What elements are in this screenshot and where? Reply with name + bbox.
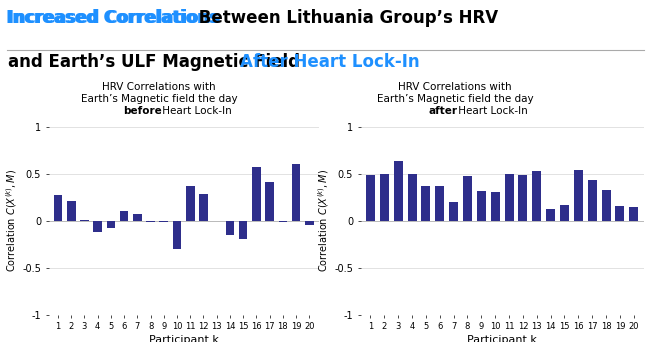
Bar	[80, 220, 89, 221]
Bar	[601, 189, 610, 221]
Y-axis label: Correlation $C(X^{(k)},M)$: Correlation $C(X^{(k)},M)$	[5, 169, 20, 272]
Bar	[491, 192, 500, 221]
Bar	[421, 186, 430, 221]
Text: After Heart Lock-In: After Heart Lock-In	[240, 53, 420, 71]
Bar	[239, 221, 248, 239]
Bar	[159, 221, 168, 222]
Bar	[265, 182, 274, 221]
Text: Heart Lock-In: Heart Lock-In	[455, 106, 528, 116]
Bar	[449, 202, 458, 221]
Bar	[94, 221, 102, 232]
X-axis label: Participant k: Participant k	[467, 336, 537, 342]
Text: and Earth’s ULF Magnetic Field: and Earth’s ULF Magnetic Field	[8, 53, 306, 71]
Text: before: before	[124, 106, 162, 116]
Bar	[120, 211, 129, 221]
Text: HRV Correlations with: HRV Correlations with	[103, 82, 216, 92]
Bar	[173, 221, 181, 249]
X-axis label: Participant k: Participant k	[149, 336, 218, 342]
Bar	[252, 167, 261, 221]
Bar	[504, 174, 514, 221]
Bar	[616, 207, 625, 221]
Bar	[366, 174, 375, 221]
Text: after: after	[429, 106, 458, 116]
Bar	[629, 207, 638, 221]
Bar	[380, 174, 389, 221]
Bar	[436, 186, 444, 221]
Bar	[107, 221, 115, 228]
Bar	[186, 186, 194, 221]
Bar	[292, 164, 300, 221]
Text: HRV Correlations with: HRV Correlations with	[398, 82, 512, 92]
Bar	[199, 194, 208, 221]
Bar	[133, 214, 142, 221]
Bar	[278, 221, 287, 222]
Bar	[588, 180, 597, 221]
Bar	[463, 176, 472, 221]
Bar	[394, 161, 403, 221]
Bar	[146, 221, 155, 222]
Y-axis label: Correlation $C(X^{(k)},M)$: Correlation $C(X^{(k)},M)$	[317, 169, 332, 272]
Text: Increased Correlations: Increased Correlations	[8, 9, 220, 27]
Text: Earth’s Magnetic field the day: Earth’s Magnetic field the day	[81, 94, 237, 104]
Bar	[477, 192, 486, 221]
Bar	[574, 170, 583, 221]
Text: Increased Correlations: Increased Correlations	[6, 9, 219, 27]
Bar	[519, 175, 527, 221]
Bar	[408, 174, 417, 221]
Text: Earth’s Magnetic field the day: Earth’s Magnetic field the day	[377, 94, 533, 104]
Text: Heart Lock-In: Heart Lock-In	[159, 106, 232, 116]
Bar	[226, 221, 234, 235]
Bar	[54, 195, 62, 221]
Bar	[560, 205, 569, 221]
Bar	[67, 201, 75, 221]
Bar	[546, 209, 555, 221]
Bar	[532, 171, 541, 221]
Bar	[305, 221, 313, 225]
Text: Between Lithuania Group’s HRV: Between Lithuania Group’s HRV	[193, 9, 498, 27]
